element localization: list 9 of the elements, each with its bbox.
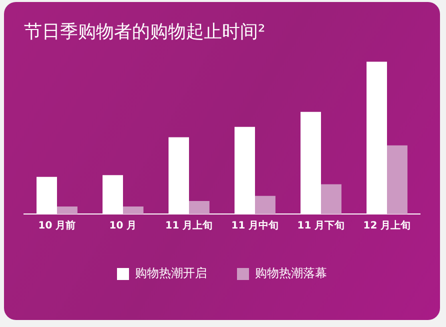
x-tick-label: 11 月中旬 <box>231 220 279 232</box>
x-tick-label: 12 月上旬 <box>363 220 411 232</box>
x-tick-label: 11 月上旬 <box>165 220 213 232</box>
x-tick-label: 10 月前 <box>38 220 76 232</box>
x-tick-label: 11 月下旬 <box>297 220 345 232</box>
legend-label: 购物热潮开启 <box>135 266 207 280</box>
legend-label: 购物热潮落幕 <box>255 266 327 280</box>
x-tick-label: 10 月 <box>109 220 137 232</box>
chart-title: 节日季购物者的购物起止时间² <box>24 21 266 42</box>
